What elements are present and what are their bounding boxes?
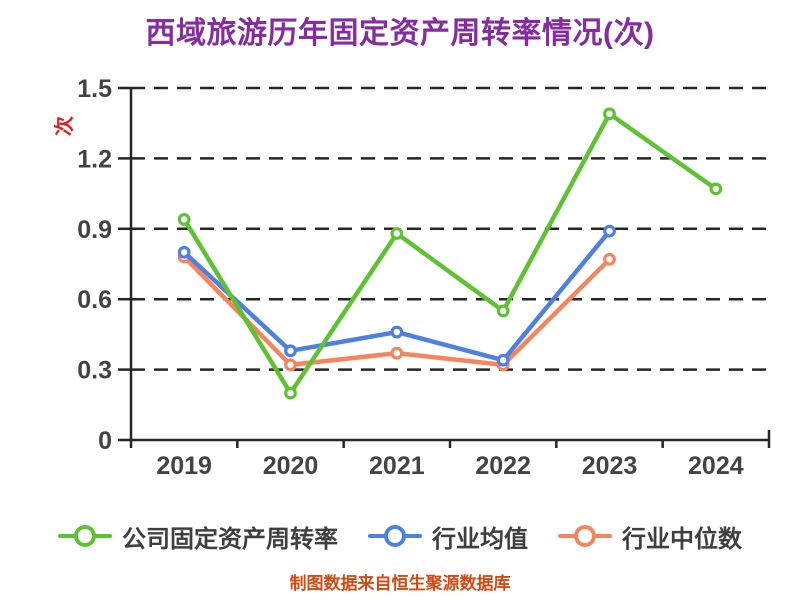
legend-marker-green-icon [58,523,112,549]
data-point-industry-median-2021 [390,346,404,360]
x-tick-label-2021: 2021 [369,452,425,480]
data-source-note: 制图数据来自恒生聚源数据库 [289,574,511,593]
x-tick-label-2022: 2022 [475,452,531,480]
data-point-industry-median-2023 [603,252,616,266]
y-tick-label-0.9: 0.9 [77,216,112,244]
legend-item-industry-mean: 行业均值 [368,519,528,554]
data-point-industry-median-2020 [284,358,297,372]
chart-title: 西域旅游历年固定资产周转率情况(次) [145,17,655,50]
legend-label-industry-median: 行业中位数 [622,525,742,553]
data-point-industry-mean-2023 [603,224,616,238]
x-tick-label-2024: 2024 [688,452,744,480]
y-tick-label-1.2: 1.2 [77,145,112,173]
y-tick-label-1.5: 1.5 [77,75,112,103]
legend-marker-orange-icon [558,523,612,549]
y-tick-label-0.3: 0.3 [77,357,112,385]
legend-label-industry-mean: 行业均值 [432,525,528,553]
data-point-company-fixed-asset-turnover-2024 [709,182,723,196]
data-point-company-fixed-asset-turnover-2019 [177,213,191,226]
y-tick-label-0.6: 0.6 [77,286,112,314]
x-tick-label-2020: 2020 [263,452,319,480]
series-line-industry-mean [181,228,612,363]
data-point-industry-mean-2019 [177,245,191,259]
data-point-industry-mean-2020 [284,344,297,358]
x-tick-label-2019: 2019 [156,452,212,480]
data-point-industry-mean-2021 [390,325,404,339]
legend-item-company-fixed-asset-turnover: 公司固定资产周转率 [58,519,338,554]
y-tick-label-0: 0 [98,427,112,455]
chart-legend: 公司固定资产周转率 行业均值 行业中位数 [0,516,800,556]
data-point-company-fixed-asset-turnover-2020 [284,386,297,400]
legend-item-industry-median: 行业中位数 [558,519,742,554]
series-line-company-fixed-asset-turnover [181,111,719,396]
legend-label-company-fixed-asset-turnover: 公司固定资产周转率 [122,525,338,553]
data-point-company-fixed-asset-turnover-2022 [496,304,510,318]
data-point-industry-mean-2022 [496,353,510,367]
data-point-company-fixed-asset-turnover-2021 [390,227,404,240]
x-tick-label-2023: 2023 [582,452,638,480]
legend-marker-blue-icon [368,523,422,549]
data-point-company-fixed-asset-turnover-2023 [603,107,616,121]
